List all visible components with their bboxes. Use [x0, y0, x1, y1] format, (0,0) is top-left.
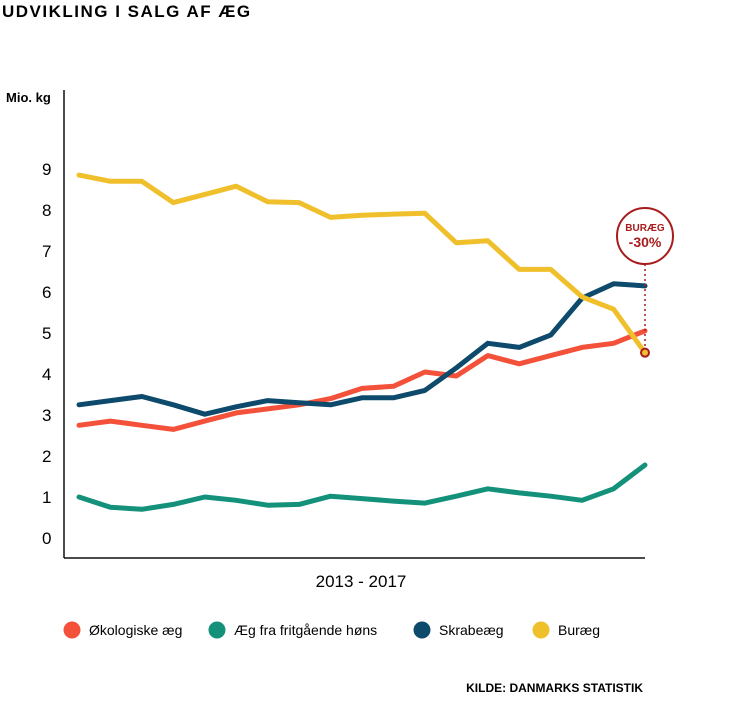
series-line-1: [76, 328, 648, 432]
y-tick-label: 0: [42, 529, 51, 548]
legend-label: Æg fra fritgående høns: [234, 622, 377, 638]
y-tick-label: 4: [42, 365, 51, 384]
legend-label: Skrabeæg: [439, 622, 504, 638]
y-axis-ticks: 0 1 2 3 4 5 6 7 8 9: [42, 160, 51, 548]
series-line-3: [76, 281, 648, 417]
legend-label: Buræg: [558, 622, 600, 638]
y-tick-label: 5: [42, 324, 51, 343]
annotation-value: -30%: [629, 234, 662, 250]
y-tick-label: 9: [42, 160, 51, 179]
annotation-label: BURÆG: [625, 223, 665, 234]
y-axis-unit-label: Mio. kg: [6, 90, 51, 105]
legend: Økologiske æg Æg fra fritgående høns Skrab…: [63, 621, 600, 639]
series-lines: [76, 172, 648, 512]
burag-annotation: BURÆG-30%: [616, 207, 674, 358]
legend-swatch: [532, 621, 550, 639]
annotation-end-marker: [640, 347, 650, 358]
series-line-4: [76, 172, 648, 356]
y-tick-label: 3: [42, 406, 51, 425]
chart-title: UDVIKLING I SALG AF ÆG: [2, 2, 252, 21]
legend-swatch: [413, 621, 431, 639]
series-line-2: [76, 462, 648, 512]
y-tick-label: 6: [42, 283, 51, 302]
y-tick-label: 7: [42, 242, 51, 261]
legend-label: Økologiske æg: [89, 622, 182, 638]
legend-swatch: [208, 621, 226, 639]
legend-swatch: [63, 621, 81, 639]
y-tick-label: 8: [42, 201, 51, 220]
x-axis-label: 2013 - 2017: [316, 572, 407, 591]
y-tick-label: 1: [42, 488, 51, 507]
annotation-badge: [616, 207, 674, 265]
source-note: KILDE: DANMARKS STATISTIK: [466, 681, 643, 695]
y-tick-label: 2: [42, 447, 51, 466]
